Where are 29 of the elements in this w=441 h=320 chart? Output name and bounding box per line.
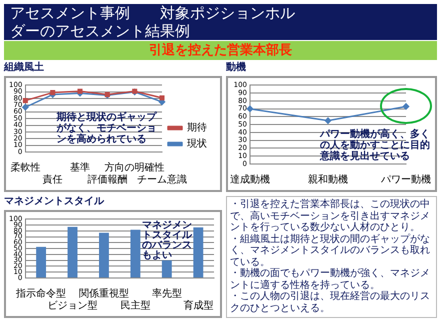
legend-label: 現状 (187, 138, 207, 150)
x-tick-label: 親和動機 (308, 174, 348, 186)
x-tick-label: 基準 (70, 162, 90, 174)
chart-title: 組織風土 (4, 62, 45, 75)
x-tick-label: 方向の明確性 (104, 162, 165, 174)
annotation: 期待と現状のギャップがなく、モチベーションを高められている (56, 112, 157, 145)
chart-title: 動機 (226, 62, 247, 75)
x-tick-label: 柔軟性 (10, 162, 40, 174)
text: ・組織風土は期待と現状の間のギャップがなく、マネジメントスタイルのバランスも取れている。 (230, 234, 431, 268)
x-tick-label: パワー動機 (380, 174, 431, 186)
x-tick-label: ビジョン型 (48, 300, 98, 312)
x-tick-label: 民主型 (120, 300, 150, 312)
x-tick-label: チーム意識 (137, 174, 187, 186)
x-tick-label: 関係重視型 (78, 288, 129, 300)
text: 引退を控えた営業本部長 (4, 41, 437, 60)
text: ・この人物の引退は、現在経営の最大のリスクのひとつといえる。 (230, 291, 431, 314)
x-tick-label: 評価報酬 (87, 174, 128, 186)
x-tick-label: 達成動機 (230, 174, 270, 186)
x-tick-label: 指示命令型 (15, 288, 66, 300)
chart-title: マネジメントスタイル (4, 196, 106, 209)
annotation: マネジメントスタイルのバランスもよい (142, 220, 193, 262)
x-tick-label: 育成型 (183, 300, 214, 312)
annotation: パワー動機が高く、多くの人を動かすことに目的意識を見出せている (320, 128, 430, 162)
x-tick-label: 責任 (42, 174, 63, 186)
text: ・引退を控えた営業本部長は、この現状の中で、高いモチベーションを引き出すマネジメントを行っている数少ない人材のひとり。 (230, 199, 431, 234)
x-tick-label: 率先型 (152, 288, 182, 300)
text: ・動機の面でもパワー動機が強く、マネジメントに適する性格を持っている。 (230, 268, 431, 290)
legend-label: 期待 (187, 122, 207, 134)
text: アセスメント事例 対象ポジションホルダーのアセスメント結果例 (10, 4, 296, 40)
